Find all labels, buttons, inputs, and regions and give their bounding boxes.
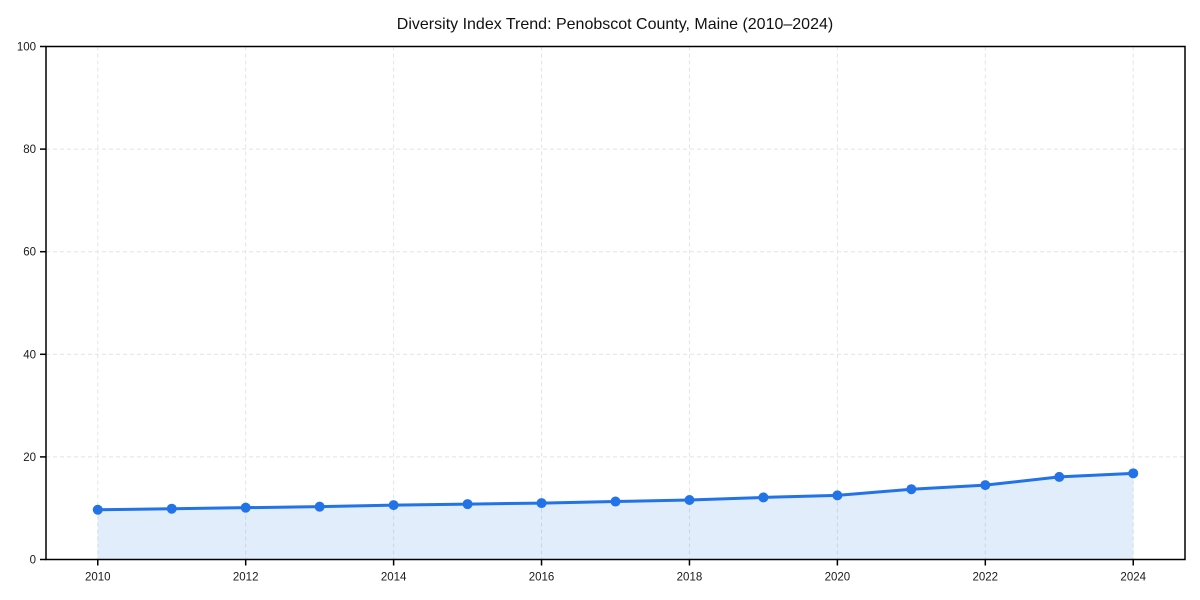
y-tick-label: 60 [23,247,36,259]
data-point-2013 [314,501,325,512]
data-point-2019 [758,492,769,503]
data-point-2014 [388,500,399,511]
y-tick-label: 100 [17,42,36,54]
data-point-2023 [1054,471,1065,482]
data-point-2015 [462,499,473,510]
data-point-2024 [1128,468,1139,479]
y-tick-label: 40 [23,349,36,361]
data-point-2011 [166,503,177,514]
data-point-2012 [240,502,251,513]
x-tick-label: 2018 [677,572,703,584]
data-point-2010 [92,504,103,515]
x-tick-label: 2010 [85,572,111,584]
chart-title: Diversity Index Trend: Penobscot County,… [397,16,833,33]
y-tick-label: 20 [23,452,36,464]
data-point-2016 [536,498,547,509]
plot-border [45,45,1186,561]
data-point-2018 [684,494,695,505]
x-tick-label: 2014 [381,572,407,584]
x-tick-label: 2012 [233,572,259,584]
y-tick-label: 80 [23,144,36,156]
y-tick-label: 0 [30,555,36,567]
x-tick-label: 2024 [1120,572,1146,584]
data-point-2022 [980,480,991,491]
data-point-2020 [832,490,843,501]
area-fill [97,473,1134,560]
data-point-2021 [906,484,917,495]
plot-area: 0 20 40 60 80 100 2010 2012 2014 2016 2018 2020 2022… [17,42,1186,584]
x-tick-label: 2016 [529,572,555,584]
data-point-2017 [610,496,621,507]
x-tick-label: 2022 [973,572,999,584]
x-tick-label: 2020 [825,572,851,584]
